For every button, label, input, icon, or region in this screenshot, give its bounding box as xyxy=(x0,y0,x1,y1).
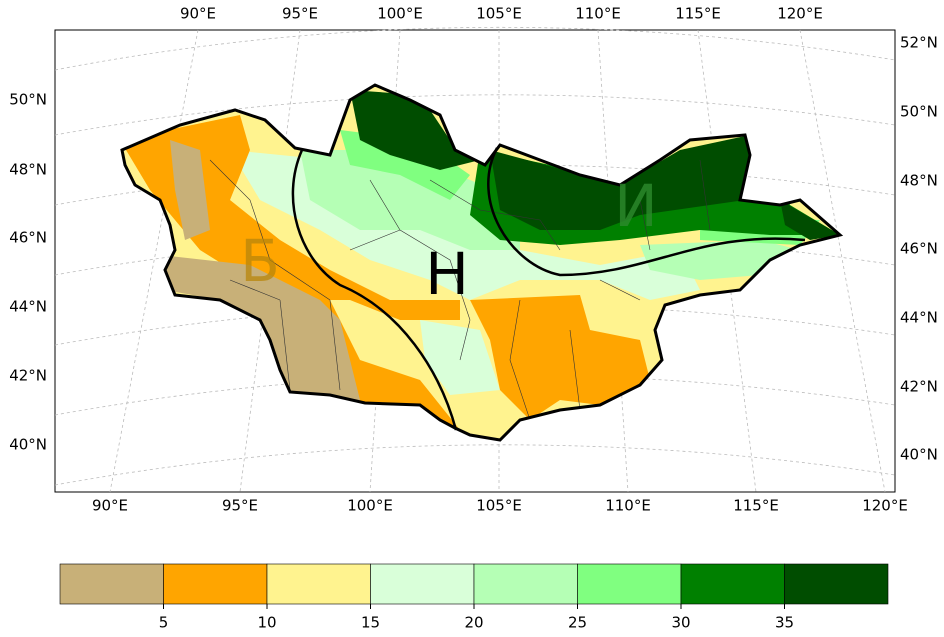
lat-label: 52°N xyxy=(900,34,938,52)
lon-label: 95°E xyxy=(222,497,258,515)
precip-zone xyxy=(420,320,500,395)
colorbar-segment xyxy=(266,563,371,605)
colorbar-segment xyxy=(680,563,785,605)
colorbar-segment xyxy=(784,563,889,605)
zone-boundary xyxy=(487,147,806,277)
lon-label: 95°E xyxy=(282,5,318,23)
precip-zone xyxy=(470,295,650,420)
lon-label: 115°E xyxy=(733,497,779,515)
lat-label: 50°N xyxy=(900,103,938,121)
colorbar-segment xyxy=(370,563,475,605)
colorbar-segment xyxy=(577,563,682,605)
precip-zone xyxy=(170,140,210,240)
precip-zone xyxy=(490,135,750,230)
region-label: Н xyxy=(425,240,469,308)
axis-labels: 90°E 95°E 100°E 105°E 110°E 115°E 120°E 90°E 95°… xyxy=(9,5,938,515)
lat-label: 44°N xyxy=(9,298,47,316)
precip-zone xyxy=(340,130,470,200)
colorbar-tick-label: 15 xyxy=(361,614,380,632)
colorbar-tick-label: 35 xyxy=(775,614,794,632)
lat-label: 46°N xyxy=(9,229,47,247)
lon-label: 110°E xyxy=(575,5,621,23)
lon-label: 115°E xyxy=(675,5,721,23)
lat-label: 42°N xyxy=(900,378,938,396)
lon-label: 100°E xyxy=(347,497,393,515)
lon-label: 110°E xyxy=(605,497,651,515)
lon-label: 100°E xyxy=(377,5,423,23)
colorbar: 5 10 15 20 25 30 35 xyxy=(59,563,889,632)
lon-label: 120°E xyxy=(862,497,908,515)
lat-label: 50°N xyxy=(9,91,47,109)
lon-label: 90°E xyxy=(180,5,216,23)
colorbar-tick-label: 20 xyxy=(464,614,483,632)
lon-label: 120°E xyxy=(777,5,823,23)
precip-zone xyxy=(350,90,480,170)
lat-label: 40°N xyxy=(900,446,938,464)
colorbar-tick-label: 25 xyxy=(568,614,587,632)
colorbar-tick-label: 5 xyxy=(159,614,169,632)
precip-zone xyxy=(300,150,520,250)
lat-label: 48°N xyxy=(9,161,47,179)
colorbar-segment xyxy=(473,563,578,605)
precip-zone xyxy=(780,200,840,240)
lon-label: 90°E xyxy=(92,497,128,515)
colorbar-segment xyxy=(59,563,164,605)
lat-label: 46°N xyxy=(900,240,938,258)
lat-label: 40°N xyxy=(9,436,47,454)
lat-label: 42°N xyxy=(9,367,47,385)
colorbar-segment xyxy=(163,563,268,605)
region-label: Б xyxy=(240,227,280,295)
lat-label: 44°N xyxy=(900,309,938,327)
zone-boundary xyxy=(291,149,458,431)
lon-label: 105°E xyxy=(476,5,522,23)
colorbar-tick-label: 30 xyxy=(671,614,690,632)
colorbar-tick-label: 10 xyxy=(257,614,276,632)
region-label: И xyxy=(614,172,657,240)
lon-label: 105°E xyxy=(476,497,522,515)
lat-label: 48°N xyxy=(900,172,938,190)
